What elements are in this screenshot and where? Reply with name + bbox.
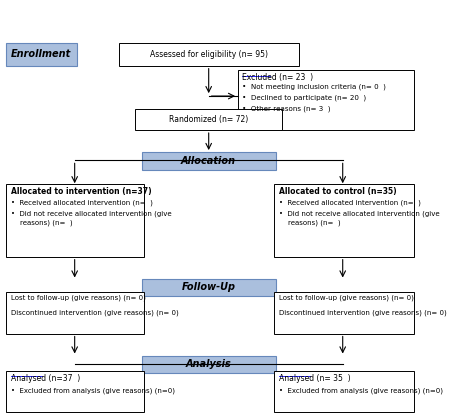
Text: Lost to follow-up (give reasons) (n= 0): Lost to follow-up (give reasons) (n= 0) [279,295,413,301]
FancyBboxPatch shape [274,371,414,413]
Text: Allocated to control (n=35): Allocated to control (n=35) [279,187,396,196]
FancyBboxPatch shape [135,110,282,130]
Text: Analysed (n=37  ): Analysed (n=37 ) [11,374,80,383]
Text: •  Did not receive allocated intervention (give: • Did not receive allocated intervention… [11,210,171,217]
Text: •  Declined to participate (n= 20  ): • Declined to participate (n= 20 ) [242,94,366,101]
Text: •  Excluded from analysis (give reasons) (n=0): • Excluded from analysis (give reasons) … [279,387,443,394]
Text: reasons) (n=  ): reasons) (n= ) [11,220,72,226]
Text: Follow-Up: Follow-Up [182,283,236,293]
Text: Excluded (n= 23  ): Excluded (n= 23 ) [242,73,313,82]
FancyBboxPatch shape [142,152,276,170]
Text: •  Excluded from analysis (give reasons) (n=0): • Excluded from analysis (give reasons) … [11,387,175,394]
FancyBboxPatch shape [238,70,414,130]
FancyBboxPatch shape [142,279,276,296]
Text: Discontinued intervention (give reasons) (n= 0): Discontinued intervention (give reasons)… [279,310,446,316]
FancyBboxPatch shape [6,184,144,257]
Text: •  Received allocated intervention (n=  ): • Received allocated intervention (n= ) [279,199,420,206]
Text: reasons) (n=  ): reasons) (n= ) [279,220,340,226]
Text: Allocated to intervention (n=37): Allocated to intervention (n=37) [11,187,151,196]
FancyBboxPatch shape [119,43,299,66]
Text: •  Received allocated intervention (n=  ): • Received allocated intervention (n= ) [11,199,153,206]
Text: Discontinued intervention (give reasons) (n= 0): Discontinued intervention (give reasons)… [11,310,178,316]
Text: Analysed (n= 35  ): Analysed (n= 35 ) [279,374,350,383]
Text: Allocation: Allocation [181,156,236,166]
Text: Assessed for eligibility (n= 95): Assessed for eligibility (n= 95) [150,50,268,59]
FancyBboxPatch shape [6,43,77,66]
Text: •  Not meeting inclusion criteria (n= 0  ): • Not meeting inclusion criteria (n= 0 ) [242,84,386,90]
Text: •  Did not receive allocated intervention (give: • Did not receive allocated intervention… [279,210,439,217]
FancyBboxPatch shape [6,292,144,334]
Text: Enrollment: Enrollment [11,49,71,59]
Text: •  Other reasons (n= 3  ): • Other reasons (n= 3 ) [242,105,331,112]
Text: Lost to follow-up (give reasons) (n= 0): Lost to follow-up (give reasons) (n= 0) [11,295,146,301]
FancyBboxPatch shape [6,371,144,413]
Text: Randomized (n= 72): Randomized (n= 72) [169,115,248,124]
FancyBboxPatch shape [274,184,414,257]
FancyBboxPatch shape [142,356,276,373]
FancyBboxPatch shape [274,292,414,334]
Text: Analysis: Analysis [186,359,232,369]
